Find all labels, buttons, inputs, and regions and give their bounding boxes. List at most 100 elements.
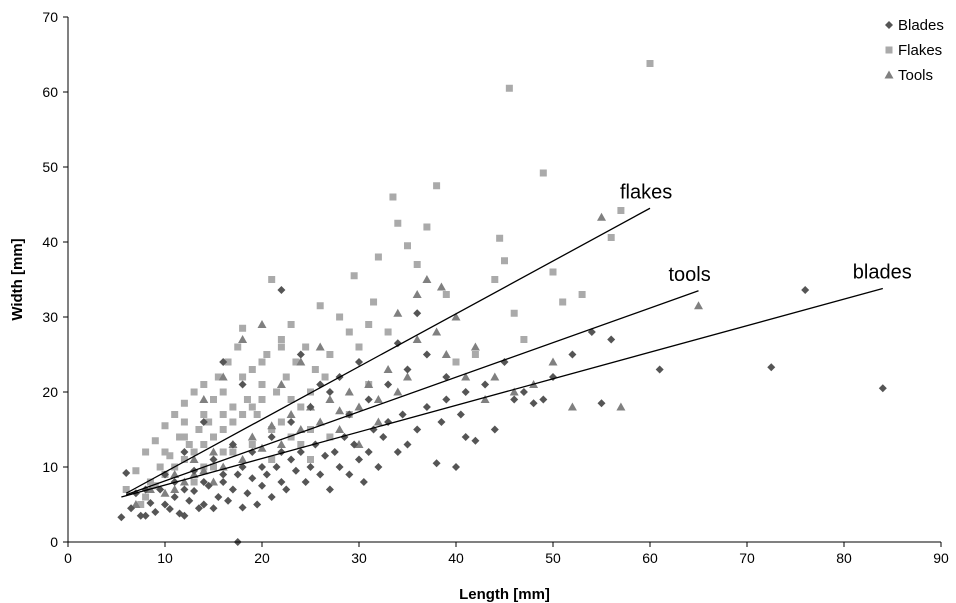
flakes-point-59: [491, 276, 499, 283]
blades-point-66: [461, 433, 470, 441]
tools-point-0: [131, 500, 141, 508]
flakes-point-2: [137, 501, 145, 508]
flakes-point-76: [180, 456, 188, 463]
blades-point-117: [199, 478, 208, 486]
tools-point-47: [218, 372, 228, 381]
tools-point-42: [597, 212, 606, 221]
flakes-point-81: [229, 418, 237, 426]
flakes-point-60: [496, 234, 504, 242]
legend-item-flakes: Flakes: [885, 42, 942, 59]
flakes-point-44: [350, 272, 358, 280]
x-tick-label-2: 20: [254, 550, 270, 566]
tools-point-29: [422, 275, 432, 283]
y-tick-label-5: 50: [42, 159, 58, 175]
flakes-point-41: [326, 351, 334, 358]
flakes-point-25: [248, 366, 256, 373]
trendline-tools: [125, 290, 699, 496]
blades-point-109: [355, 358, 363, 366]
flakes-point-0: [122, 486, 130, 493]
tools-point-18: [315, 417, 325, 426]
flakes-point-37: [307, 388, 314, 396]
flakes-point-85: [268, 426, 276, 433]
tools-point-37: [490, 372, 500, 381]
flakes-point-33: [287, 321, 295, 328]
x-tick-label-6: 60: [642, 550, 658, 566]
flakes-point-53: [413, 261, 421, 268]
tools-point-43: [616, 402, 626, 411]
tools-point-44: [694, 301, 703, 310]
flakes-point-67: [559, 298, 567, 306]
y-axis-title: Width [mm]: [9, 238, 26, 320]
blades-point-103: [403, 365, 412, 374]
flakes-point-26: [253, 411, 261, 418]
blades-point-35: [287, 455, 296, 464]
blades-point-106: [461, 388, 470, 396]
x-tick-label-7: 70: [739, 550, 755, 566]
y-tick-label-3: 30: [42, 309, 58, 325]
x-tick-label-5: 50: [545, 550, 561, 566]
tools-point-4: [179, 477, 189, 486]
flakes-point-92: [219, 388, 227, 396]
tools-point-14: [276, 440, 286, 448]
flakes-point-93: [239, 373, 247, 381]
blades-point-47: [345, 470, 354, 479]
blades-point-7: [151, 508, 160, 516]
flakes-point-87: [287, 433, 295, 441]
tools-point-13: [267, 421, 277, 430]
flakes-point-52: [404, 242, 411, 250]
blades-point-78: [597, 399, 606, 408]
x-tick-label-9: 90: [933, 550, 949, 566]
tools-point-41: [567, 402, 577, 411]
blades-point-15: [190, 487, 199, 495]
blades-point-42: [321, 451, 330, 460]
blades-point-85: [277, 286, 286, 294]
tools-point-34: [461, 372, 471, 381]
blades-point-108: [393, 339, 402, 348]
blades-point-44: [330, 448, 339, 456]
blades-point-96: [267, 433, 276, 441]
blades-point-23: [228, 485, 237, 494]
y-tick-label-1: 10: [42, 459, 58, 475]
blades-point-45: [335, 463, 344, 471]
legend-marker-blades: [885, 21, 893, 29]
blades-point-82: [801, 286, 810, 294]
blades-point-31: [267, 493, 276, 501]
blades-point-29: [258, 481, 266, 490]
flakes-point-1: [132, 467, 140, 475]
flakes-point-48: [374, 253, 382, 261]
y-tick-label-0: 0: [50, 534, 58, 550]
legend-label-flakes: Flakes: [898, 42, 942, 59]
y-tick-label-2: 20: [42, 384, 58, 400]
flakes-point-36: [302, 343, 310, 351]
blades-point-49: [355, 455, 363, 464]
flakes-point-49: [384, 328, 392, 336]
flakes-point-3: [142, 448, 150, 456]
trendline-blades: [121, 287, 883, 498]
flakes-point-30: [273, 388, 281, 396]
tools-point-35: [470, 342, 480, 351]
flakes-point-13: [190, 388, 198, 396]
flakes-point-66: [549, 268, 557, 276]
blades-point-26: [243, 489, 252, 498]
blades-point-112: [296, 350, 305, 359]
tools-point-27: [403, 372, 412, 381]
tools-point-46: [238, 335, 248, 343]
flakes-point-22: [234, 343, 242, 351]
flakes-point-99: [248, 441, 256, 448]
blades-point-69: [490, 425, 499, 434]
y-tick-label-4: 40: [42, 234, 58, 250]
blades-point-53: [374, 463, 383, 471]
flakes-point-88: [297, 441, 305, 448]
flakes-point-47: [370, 298, 378, 306]
flakes-point-11: [180, 399, 188, 407]
blades-point-39: [306, 463, 315, 471]
flakes-point-24: [243, 396, 251, 403]
flakes-point-4: [146, 478, 154, 486]
tools-point-11: [247, 432, 257, 441]
blades-point-14: [185, 496, 194, 505]
blades-point-81: [767, 363, 776, 372]
tools-point-19: [325, 395, 335, 403]
flakes-point-16: [205, 418, 213, 426]
flakes-point-78: [200, 441, 208, 448]
flakes-point-18: [214, 373, 222, 381]
